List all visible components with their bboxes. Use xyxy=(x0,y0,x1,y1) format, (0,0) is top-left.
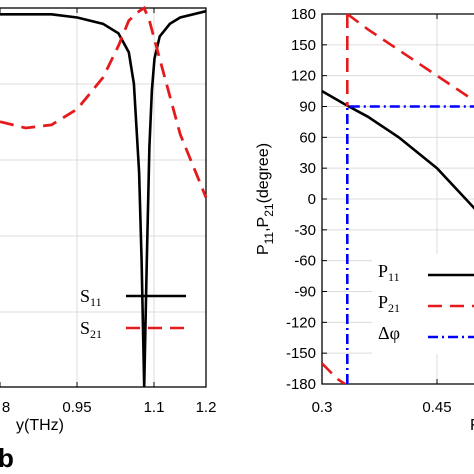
y-tick-label: -120 xyxy=(286,314,316,331)
y-tick-label: -90 xyxy=(294,284,316,301)
y-tick-label: -180 xyxy=(286,376,316,393)
y-tick-label: -60 xyxy=(294,253,316,270)
legend-label: S21 xyxy=(80,318,102,341)
x-axis-label: y(THz) xyxy=(16,417,64,434)
y-tick-label: 90 xyxy=(299,99,316,116)
y-tick-label: 60 xyxy=(299,129,316,146)
y-tick-label: 150 xyxy=(291,37,316,54)
series-group xyxy=(322,14,474,384)
y-tick-label: 120 xyxy=(291,68,316,85)
y-tick-label: 0 xyxy=(308,191,316,208)
x-tick-label: 8 xyxy=(2,399,10,416)
panel-label: b xyxy=(0,443,14,473)
series-line-p21 xyxy=(322,362,346,384)
y-tick-label: -30 xyxy=(294,222,316,239)
series-line-s21 xyxy=(0,5,208,199)
y-tick-label: 180 xyxy=(291,6,316,23)
x-tick-label: 0.3 xyxy=(312,399,333,416)
legend-label: Δφ xyxy=(378,323,400,343)
series-line-s11 xyxy=(0,9,207,388)
x-tick-label: 0.45 xyxy=(422,399,451,416)
y-tick-label: 30 xyxy=(299,160,316,177)
plot-frame xyxy=(0,7,207,388)
y-tick-label: -150 xyxy=(286,345,316,362)
x-tick-label: 0.95 xyxy=(62,399,91,416)
legend-label: S11 xyxy=(80,286,102,309)
y-axis-label: P11,P21(degree) xyxy=(255,143,276,255)
left-chart-panel: 8 0.95 1.1 1.2 y(THz) S11 S21 xyxy=(0,5,217,434)
series-line-p21 xyxy=(346,14,474,103)
series-line-p11 xyxy=(322,89,474,210)
x-tick-label: 1.2 xyxy=(196,399,217,416)
right-chart-panel: 180 150 120 90 60 30 0 -30 -60 -90 -120 -150 -180 0.3… xyxy=(255,6,474,434)
x-tick-label: 1.1 xyxy=(144,399,165,416)
x-axis-label: F xyxy=(470,417,474,434)
